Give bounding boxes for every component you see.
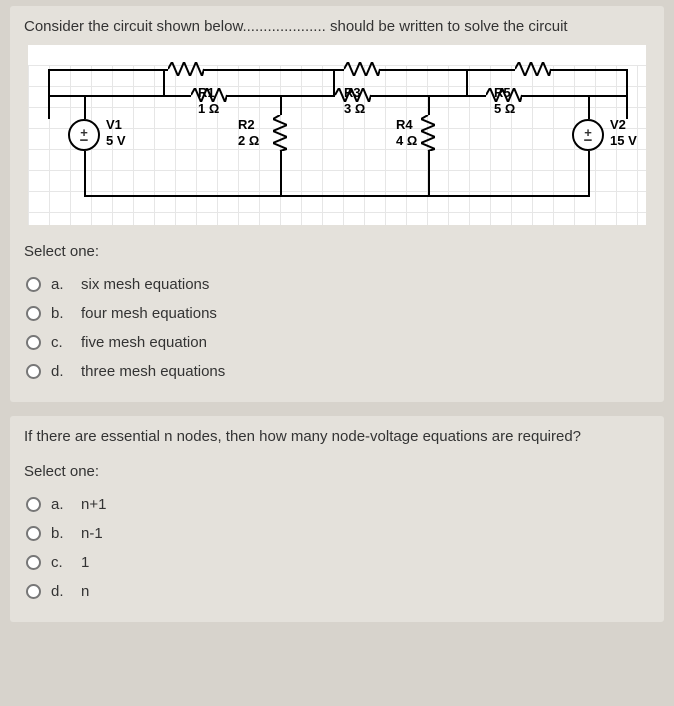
voltage-source-v2-icon: +− [572,119,604,151]
option-letter: b. [51,525,71,542]
q1-suffix: should be written to solve the circuit [326,18,568,35]
option-letter: d. [51,583,71,600]
option-letter: a. [51,496,71,513]
option-1a[interactable]: a. six mesh equations [24,270,650,299]
radio-icon[interactable] [26,306,41,321]
r4v: 4 Ω [396,133,417,148]
label-v2-val: 15 V [610,133,637,148]
r1v: 1 Ω [198,101,219,116]
select-one-label-1: Select one: [24,243,650,260]
r3n: R3 [344,85,361,100]
voltage-source-v1-icon: +− [68,119,100,151]
radio-icon[interactable] [26,526,41,541]
option-2c[interactable]: c. 1 [24,548,650,577]
radio-icon[interactable] [26,335,41,350]
resistor-r2-icon [273,115,287,151]
option-text: three mesh equations [81,363,225,380]
options-list-1: a. six mesh equations b. four mesh equat… [24,270,650,386]
r5v: 5 Ω [494,101,515,116]
option-1c[interactable]: c. five mesh equation [24,328,650,357]
radio-icon[interactable] [26,497,41,512]
option-1b[interactable]: b. four mesh equations [24,299,650,328]
option-letter: b. [51,305,71,322]
radio-icon[interactable] [26,277,41,292]
radio-icon[interactable] [26,364,41,379]
option-text: five mesh equation [81,334,207,351]
option-1d[interactable]: d. three mesh equations [24,357,650,386]
q1-dots: .................... [242,18,325,35]
radio-icon[interactable] [26,584,41,599]
option-2b[interactable]: b. n-1 [24,519,650,548]
option-letter: d. [51,363,71,380]
resistor-r4-icon [421,115,435,151]
question-1-block: Consider the circuit shown below........… [10,6,664,402]
label-v1: V1 [106,117,122,132]
q1-prefix: Consider the circuit shown below [24,18,242,35]
option-text: n [81,583,89,600]
option-letter: c. [51,554,71,571]
option-letter: a. [51,276,71,293]
radio-icon[interactable] [26,555,41,570]
option-letter: c. [51,334,71,351]
r2n: R2 [238,117,255,132]
label-v2: V2 [610,117,626,132]
select-one-label-2: Select one: [24,463,650,480]
options-list-2: a. n+1 b. n-1 c. 1 d. n [24,490,650,606]
option-text: n+1 [81,496,106,513]
question-1-text: Consider the circuit shown below........… [24,18,650,35]
r2v: 2 Ω [238,133,259,148]
option-text: n-1 [81,525,103,542]
question-2-block: If there are essential n nodes, then how… [10,416,664,622]
top-zig-resistor-icon [168,62,204,76]
option-text: six mesh equations [81,276,209,293]
r5n: R5 [494,85,511,100]
option-text: four mesh equations [81,305,217,322]
r3v: 3 Ω [344,101,365,116]
r1n: R1 [198,85,215,100]
label-v1-val: 5 V [106,133,126,148]
circuit-diagram: +− V1 5 V [data-name="r1-name"]{left:170… [28,45,646,225]
option-text: 1 [81,554,89,571]
question-2-text: If there are essential n nodes, then how… [24,428,650,445]
r4n: R4 [396,117,413,132]
option-2a[interactable]: a. n+1 [24,490,650,519]
option-2d[interactable]: d. n [24,577,650,606]
top-zig3-resistor-icon [515,62,551,76]
top-zig2-resistor-icon [344,62,380,76]
